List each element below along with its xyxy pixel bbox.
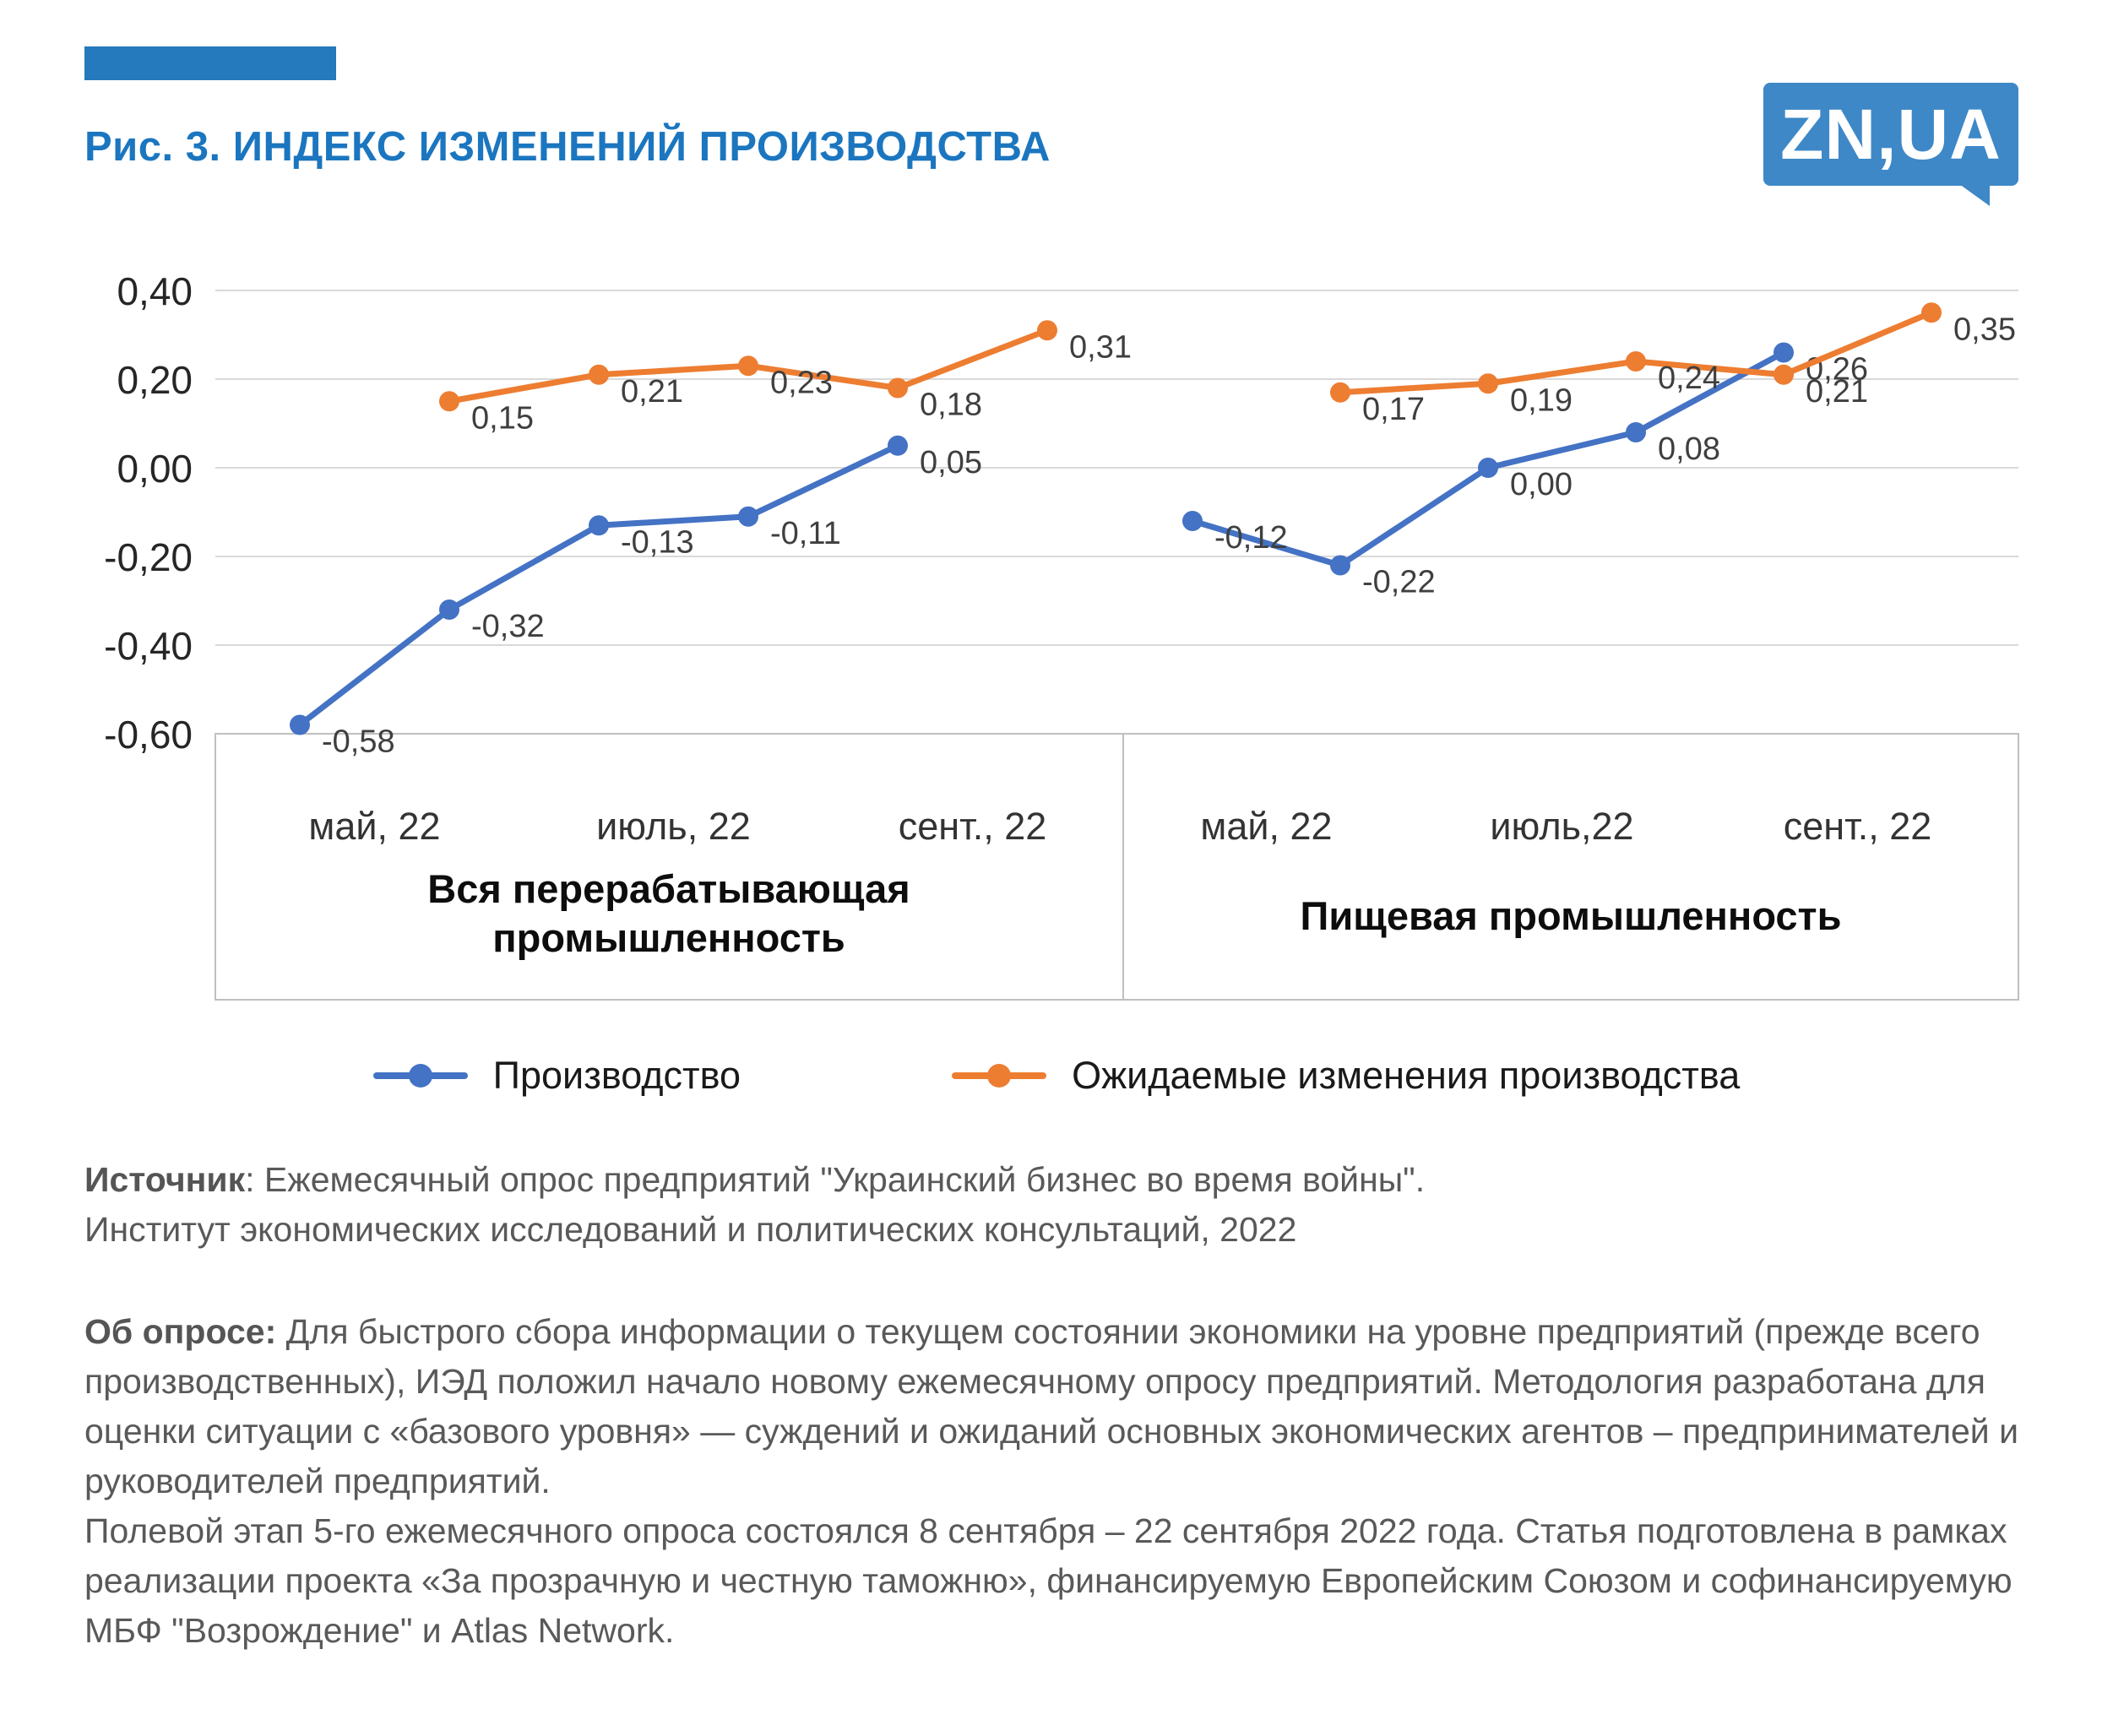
legend-marker-dot [408,1064,432,1088]
y-axis-tick-label: -0,40 [104,624,193,668]
data-point-label: 0,08 [1658,431,1720,467]
about-paragraph: Об опросе: Для быстрого сбора информации… [84,1307,2061,1656]
legend-item: Ожидаемые изменения производства [952,1054,1740,1098]
y-axis-tick-label: -0,60 [104,713,193,757]
data-point-marker [1626,351,1646,372]
znua-logo-text: ZN,UA [1780,94,2002,174]
znua-logo-tail [1959,184,1990,206]
data-point-label: -0,22 [1362,565,1436,600]
data-point-marker [290,714,310,735]
data-point-label: 0,21 [1806,374,1868,410]
data-point-label: 0,35 [1953,312,2016,347]
data-point-marker [439,599,459,620]
data-point-marker [589,364,609,385]
chart-legend: Производство Ожидаемые изменения производ… [0,1054,2113,1098]
data-point-marker [589,515,609,536]
data-point-marker [439,391,459,412]
about-text-1: Для быстрого сбора информации о текущем … [84,1312,2018,1501]
source-line2: Институт экономических исследований и по… [84,1210,1297,1250]
data-point-label: 0,15 [471,400,534,436]
source-line1: : Ежемесячный опрос предприятий "Украинс… [245,1160,1426,1199]
data-point-label: -0,12 [1214,520,1288,556]
data-point-label: 0,05 [920,445,982,480]
data-point-marker [1478,458,1498,478]
data-point-marker [1774,364,1794,385]
data-point-marker [1330,555,1350,576]
x-axis-tick-label: июль,22 [1490,805,1633,848]
data-point-marker [1626,422,1646,442]
y-axis-tick-label: 0,00 [117,447,193,491]
znua-logo: ZN,UA [1763,83,2018,206]
top-accent-bar [84,46,336,80]
data-point-marker [1182,511,1203,531]
legend-marker [372,1064,468,1088]
line-chart: 0,40 0,20 0,00 -0,20 -0,40 -0,60 май, 22 июль, … [104,269,2019,1001]
x-axis-tick-label: май, 22 [308,805,440,848]
data-point-label: -0,32 [471,609,545,644]
data-point-label: 0,23 [770,365,833,400]
data-point-label: 0,21 [621,374,683,410]
data-point-marker [1774,342,1794,363]
y-axis-tick-label: -0,20 [104,535,193,579]
data-point-label: 0,00 [1510,467,1573,502]
data-point-label: 0,18 [920,388,982,423]
source-label: Источник [84,1160,246,1199]
x-axis-tick-label: сент., 22 [1784,805,1932,848]
legend-item: Производство [372,1054,741,1098]
data-point-label: 0,17 [1362,392,1425,427]
x-axis-tick-label: июль, 22 [596,805,751,848]
data-point-label: -0,11 [770,516,841,551]
data-point-label: 0,31 [1069,329,1132,365]
about-label: Об опросе: [84,1312,277,1351]
data-point-marker [888,377,908,399]
legend-marker-dot [987,1064,1012,1088]
y-axis-tick-label: 0,20 [117,358,193,402]
data-point-label: 0,26 [1806,352,1868,388]
data-point-label: 0,24 [1658,361,1720,396]
data-point-label: -0,13 [621,524,694,560]
data-point-marker [738,355,758,377]
data-point-marker [1921,302,1942,323]
x-axis-tick-label: сент., 22 [899,805,1047,848]
panel-title: Пищевая промышленность [1301,893,1842,938]
data-point-marker [1330,382,1350,403]
legend-label: Ожидаемые изменения производства [1072,1054,1741,1097]
source-paragraph: Источник: Ежемесячный опрос предприятий … [84,1155,2052,1256]
data-point-marker [738,506,758,527]
x-axis-tick-label: май, 22 [1200,805,1332,848]
data-point-label: -0,58 [322,724,395,760]
about-text-2: Полевой этап 5-го ежемесячного опроса со… [84,1511,2013,1651]
series-line [296,442,901,728]
category-axis-box [215,733,2019,1001]
legend-marker [952,1064,1047,1088]
panel-title: Вся перерабатывающая [427,866,910,911]
data-point-label: 0,19 [1510,382,1573,418]
y-axis-tick-label: 0,40 [117,269,193,313]
legend-label: Производство [492,1054,741,1097]
data-point-marker [1037,320,1057,341]
data-point-marker [1478,373,1498,394]
data-point-marker [888,435,908,456]
chart-title: Рис. 3. ИНДЕКС ИЗМЕНЕНИЙ ПРОИЗВОДСТВА [84,124,1051,170]
panel-title: промышленность [492,915,845,960]
